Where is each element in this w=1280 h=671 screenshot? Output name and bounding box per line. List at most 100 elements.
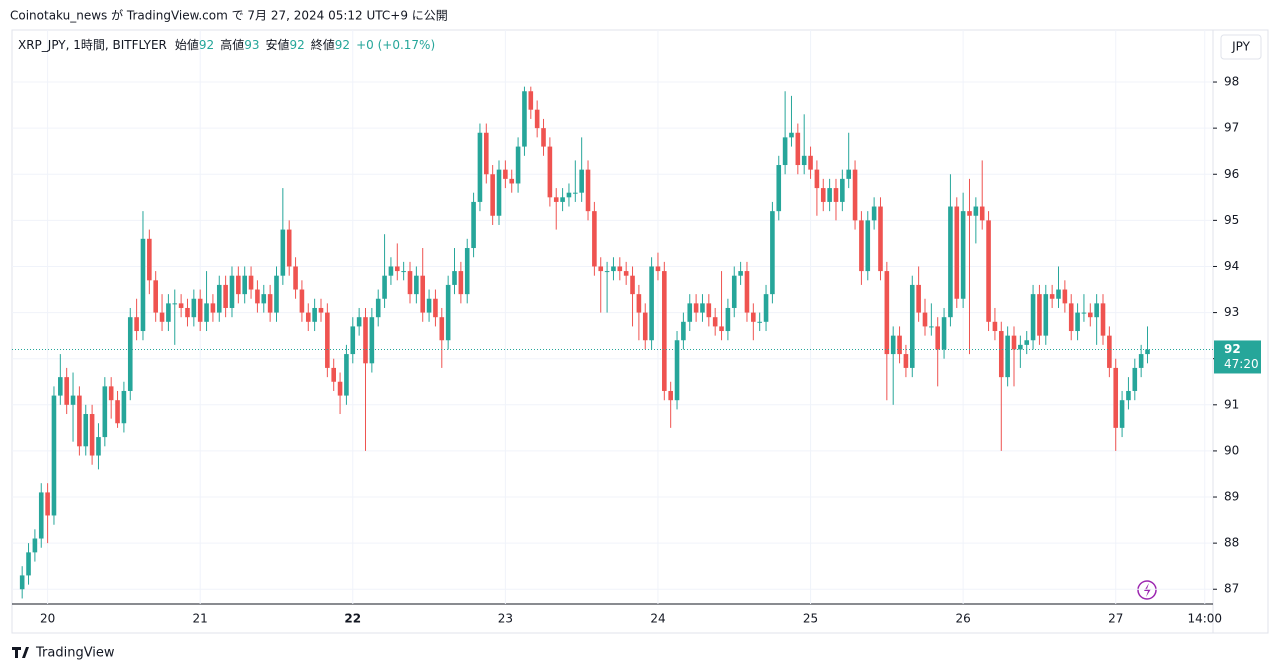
chart-frame xyxy=(11,29,1269,634)
candle-body xyxy=(26,552,31,576)
candle-body xyxy=(840,178,845,202)
candle-body xyxy=(789,132,794,138)
candle-body xyxy=(1107,335,1112,368)
candle-body xyxy=(738,271,743,276)
y-tick-label: 94 xyxy=(1224,259,1239,273)
y-tick-label: 90 xyxy=(1224,443,1239,457)
candle-body xyxy=(1037,294,1042,336)
candle-body xyxy=(986,220,991,322)
candle-body xyxy=(331,367,337,382)
candle-body xyxy=(64,377,69,405)
candle-body xyxy=(1030,294,1036,341)
candle-body xyxy=(388,266,394,276)
candle-body xyxy=(70,395,76,405)
y-tick-label: 93 xyxy=(1224,305,1239,319)
y-tick-label: 96 xyxy=(1224,167,1239,181)
candle-body xyxy=(1100,303,1106,336)
candle-body xyxy=(210,303,216,313)
candle-body xyxy=(604,271,610,273)
candle-body xyxy=(903,354,909,368)
candle-body xyxy=(407,271,413,295)
candle-body xyxy=(941,317,947,350)
candle-body xyxy=(820,188,826,202)
candle-body xyxy=(350,326,356,355)
candle-body xyxy=(776,165,782,212)
candle-body xyxy=(375,298,381,318)
publish-info: Coinotaku_news が TradingView.com で 7月 27… xyxy=(10,8,448,23)
candle-body xyxy=(712,317,718,327)
candle-body xyxy=(948,206,953,318)
candle-body xyxy=(458,271,464,295)
candle-body xyxy=(935,326,941,350)
x-tick-label: 22 xyxy=(344,612,361,626)
candle-body xyxy=(293,266,298,290)
candle-body xyxy=(611,266,616,272)
candle-body xyxy=(83,414,89,447)
candle-body xyxy=(674,340,680,401)
candle-body xyxy=(916,284,921,313)
candle-body xyxy=(503,169,508,179)
candle-body xyxy=(890,335,896,355)
candle-body xyxy=(197,298,203,322)
candle-body xyxy=(1005,335,1010,378)
candle-body xyxy=(859,220,864,272)
candle-body xyxy=(719,326,724,332)
candle-body xyxy=(566,192,572,198)
candle-body xyxy=(127,317,133,391)
candle-body xyxy=(623,271,629,276)
legend-label: 終値 xyxy=(311,37,335,52)
candle-body xyxy=(356,317,362,327)
candle-body xyxy=(471,201,476,249)
candle-body xyxy=(617,266,623,272)
candle-body xyxy=(897,335,902,355)
y-tick-label: 88 xyxy=(1224,536,1239,550)
candle-body xyxy=(58,377,63,396)
candle-body xyxy=(89,414,95,456)
candle-body xyxy=(1132,367,1138,391)
candle-body xyxy=(248,275,254,290)
currency-button[interactable] xyxy=(1220,34,1262,60)
y-tick-label: 95 xyxy=(1224,213,1239,227)
candle-body xyxy=(1145,349,1150,355)
tv-logo xyxy=(12,647,29,658)
candle-body xyxy=(185,307,190,318)
candle-body xyxy=(528,91,534,110)
candle-body xyxy=(801,155,807,166)
candle-body xyxy=(299,289,305,313)
candle-body xyxy=(960,211,966,299)
candle-body xyxy=(477,132,483,202)
candle-body xyxy=(706,303,712,318)
candle-body xyxy=(1081,312,1087,314)
candle-body xyxy=(515,146,521,184)
candle-body xyxy=(884,271,890,355)
candle-body xyxy=(909,284,915,368)
currency[interactable]: JPY xyxy=(1231,40,1251,54)
y-tick-label: 97 xyxy=(1224,121,1239,135)
candle-body xyxy=(236,275,241,295)
candle-body xyxy=(573,192,578,194)
change: +0 (+0.17%) xyxy=(356,38,435,52)
candle-body xyxy=(483,132,489,175)
candle-body xyxy=(286,229,292,267)
lightning xyxy=(1144,583,1151,597)
y-tick-label: 91 xyxy=(1224,397,1239,411)
candle-body xyxy=(426,298,432,313)
candle-body xyxy=(32,538,38,553)
y-tick-label: 98 xyxy=(1224,75,1239,89)
candle-body xyxy=(681,321,686,341)
candle-body xyxy=(655,266,661,272)
candle-body xyxy=(1043,294,1049,336)
candle-body xyxy=(922,312,928,327)
candle-body xyxy=(153,280,158,313)
candle-body xyxy=(770,211,775,295)
candle-body xyxy=(490,174,495,216)
candle-body xyxy=(382,275,387,299)
candle-body xyxy=(45,492,50,516)
candle-body xyxy=(973,206,979,216)
candle-body xyxy=(38,492,44,539)
candle-body xyxy=(108,386,114,401)
candle-body xyxy=(585,169,591,212)
candle-body xyxy=(865,220,871,272)
candle-body xyxy=(1049,294,1055,299)
